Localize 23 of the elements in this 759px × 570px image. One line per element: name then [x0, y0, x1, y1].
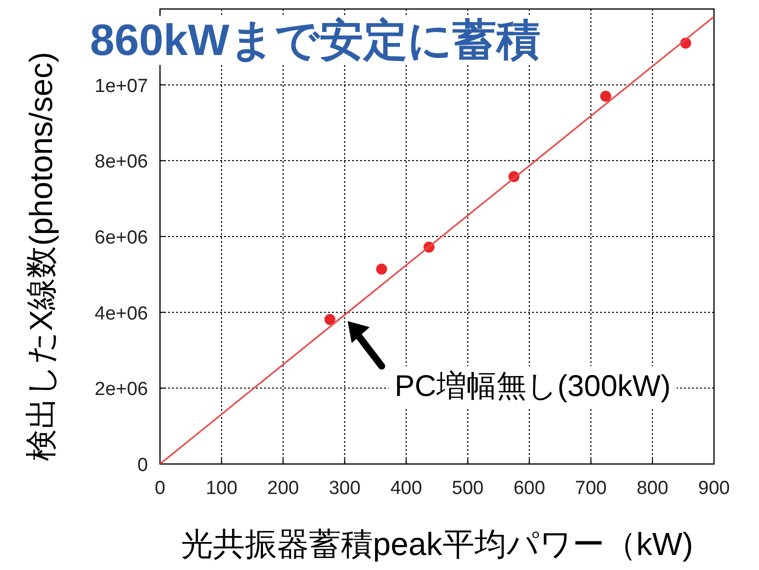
x-tick-label: 400 — [390, 478, 422, 499]
chart-title: 860kWまで安定に蓄積 — [90, 16, 540, 65]
x-tick-label: 200 — [267, 478, 299, 499]
point — [324, 314, 336, 326]
x-tick-label: 700 — [575, 478, 607, 499]
y-tick-label: 4e+06 — [94, 303, 148, 324]
y-tick-label: 0 — [137, 455, 148, 476]
x-tick-label: 100 — [206, 478, 238, 499]
point — [600, 90, 612, 102]
y-tick-label: 8e+06 — [94, 152, 148, 173]
y-tick-label: 1e+07 — [94, 76, 148, 97]
y-tick-label: 2e+06 — [94, 379, 148, 400]
point — [376, 264, 388, 275]
x-tick-label: 0 — [154, 478, 166, 499]
x-axis-title: 光共振器蓄積peak平均パワー（kW) — [180, 526, 694, 562]
x-tick-label: 600 — [513, 478, 546, 499]
x-tick-label: 300 — [328, 478, 361, 499]
x-tick-label: 800 — [636, 478, 668, 499]
y-tick-label: 6e+06 — [94, 228, 148, 248]
annotation: PC増幅無し(300kW) — [394, 370, 671, 404]
x-tick-label: 900 — [698, 478, 730, 499]
x-tick-label: 500 — [452, 478, 484, 499]
y-axis-title: 検出したX線数(photons/sec) — [23, 52, 59, 462]
